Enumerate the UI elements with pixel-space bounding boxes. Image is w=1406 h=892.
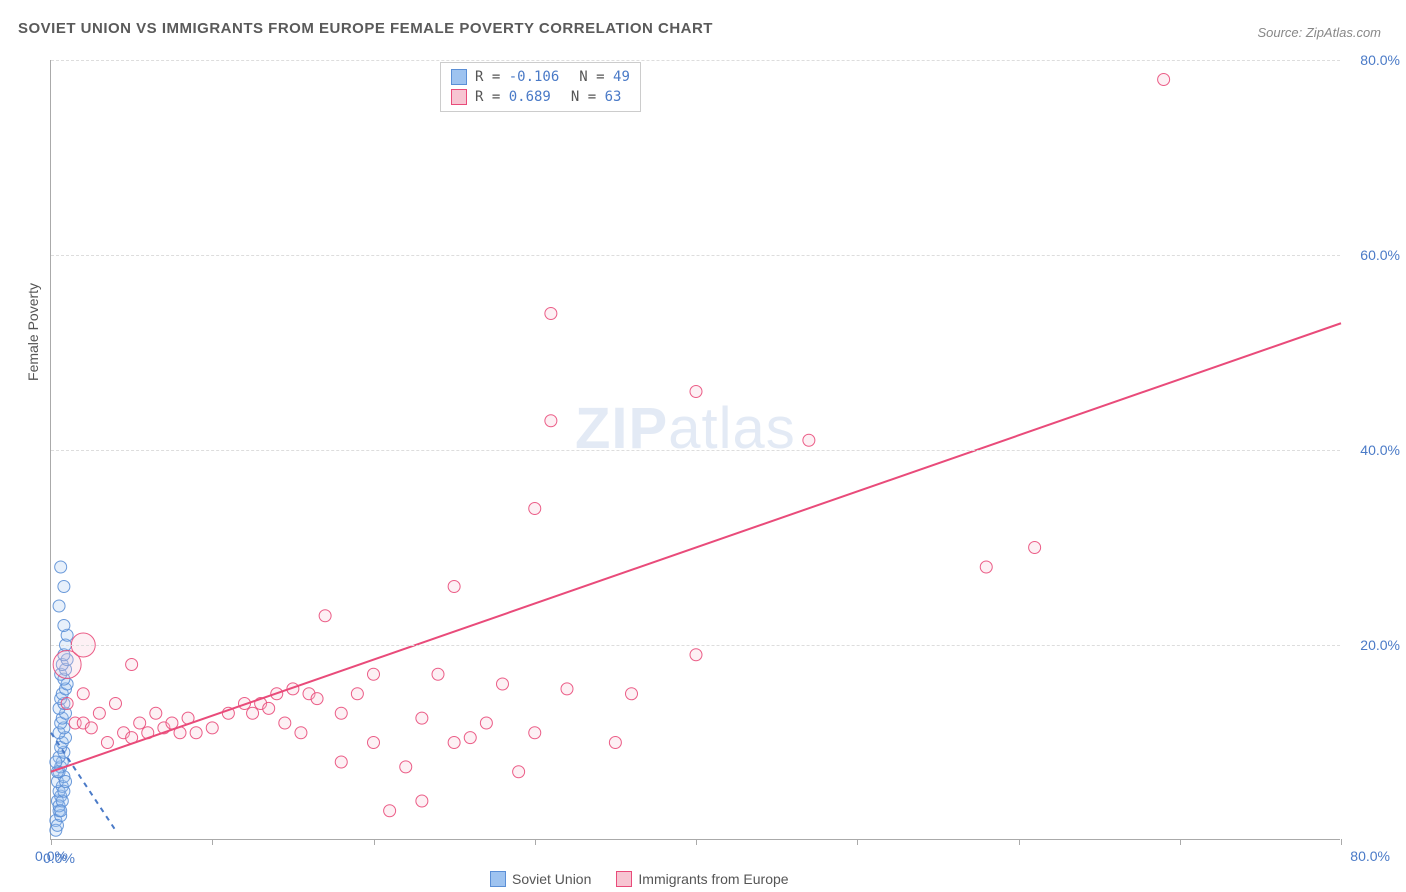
gridline: [51, 450, 1340, 451]
legend-item: Soviet Union: [490, 871, 591, 887]
data-point: [319, 610, 331, 622]
data-point: [384, 805, 396, 817]
legend-item: Immigrants from Europe: [616, 871, 788, 887]
data-point: [279, 717, 291, 729]
data-point: [416, 795, 428, 807]
data-point: [529, 727, 541, 739]
data-point: [53, 600, 65, 612]
y-tick-label: 40.0%: [1360, 442, 1400, 458]
x-tick-label: 80.0%: [1350, 848, 1390, 864]
data-point: [416, 712, 428, 724]
data-point: [311, 693, 323, 705]
data-point: [464, 732, 476, 744]
y-axis-label: Female Poverty: [25, 283, 41, 381]
legend-swatch: [490, 871, 506, 887]
data-point: [101, 737, 113, 749]
data-point: [1029, 542, 1041, 554]
x-tick: [1180, 839, 1181, 845]
correlation-legend: R = -0.106 N = 49 R = 0.689 N = 63: [440, 62, 641, 112]
data-point: [58, 581, 70, 593]
legend-label: Soviet Union: [512, 871, 591, 887]
data-point: [126, 659, 138, 671]
data-point: [980, 561, 992, 573]
data-point: [690, 386, 702, 398]
data-point: [1158, 74, 1170, 86]
data-point: [150, 707, 162, 719]
legend-swatch: [451, 89, 467, 105]
x-tick: [1341, 839, 1342, 845]
gridline: [51, 255, 1340, 256]
y-tick-label: 0.0%: [43, 850, 1400, 866]
legend-swatch: [451, 69, 467, 85]
gridline: [51, 645, 1340, 646]
r-label: R = -0.106: [475, 69, 559, 85]
n-label: N = 49: [579, 69, 630, 85]
data-point: [513, 766, 525, 778]
x-tick: [535, 839, 536, 845]
data-point: [55, 561, 67, 573]
data-point: [561, 683, 573, 695]
y-tick-label: 80.0%: [1360, 52, 1400, 68]
plot-area: 0.0%20.0%40.0%60.0%80.0%0.0%80.0%: [50, 60, 1340, 840]
data-point: [77, 688, 89, 700]
legend-swatch: [616, 871, 632, 887]
data-point: [690, 649, 702, 661]
data-point: [206, 722, 218, 734]
data-point: [448, 581, 460, 593]
data-point: [134, 717, 146, 729]
data-point: [803, 434, 815, 446]
r-label: R = 0.689: [475, 89, 551, 105]
chart-title: SOVIET UNION VS IMMIGRANTS FROM EUROPE F…: [18, 20, 713, 37]
legend-stat-row: R = -0.106 N = 49: [451, 67, 630, 87]
data-point: [60, 776, 72, 788]
data-point: [58, 620, 70, 632]
data-point: [609, 737, 621, 749]
data-point: [335, 707, 347, 719]
data-point: [295, 727, 307, 739]
data-point: [190, 727, 202, 739]
data-point: [448, 737, 460, 749]
x-tick: [212, 839, 213, 845]
x-tick-label: 0.0%: [35, 848, 67, 864]
data-point: [432, 668, 444, 680]
data-point: [335, 756, 347, 768]
x-tick: [51, 839, 52, 845]
y-tick-label: 20.0%: [1360, 637, 1400, 653]
gridline: [51, 60, 1340, 61]
legend-stat-row: R = 0.689 N = 63: [451, 87, 630, 107]
x-tick: [857, 839, 858, 845]
data-point: [368, 737, 380, 749]
series-legend: Soviet Union Immigrants from Europe: [490, 871, 789, 887]
n-label: N = 63: [571, 89, 622, 105]
data-point: [61, 698, 73, 710]
data-point: [529, 503, 541, 515]
x-tick: [1019, 839, 1020, 845]
data-point: [247, 707, 259, 719]
data-point: [85, 722, 97, 734]
data-point: [263, 702, 275, 714]
source-attribution: Source: ZipAtlas.com: [1257, 25, 1381, 40]
y-tick-label: 60.0%: [1360, 247, 1400, 263]
data-point: [351, 688, 363, 700]
legend-label: Immigrants from Europe: [638, 871, 788, 887]
data-point: [110, 698, 122, 710]
data-point: [93, 707, 105, 719]
data-point: [400, 761, 412, 773]
data-point: [497, 678, 509, 690]
x-tick: [696, 839, 697, 845]
data-point: [626, 688, 638, 700]
data-point: [368, 668, 380, 680]
data-point: [50, 756, 62, 768]
data-point: [545, 415, 557, 427]
data-point: [545, 308, 557, 320]
data-point: [55, 805, 67, 817]
x-tick: [374, 839, 375, 845]
data-point: [480, 717, 492, 729]
